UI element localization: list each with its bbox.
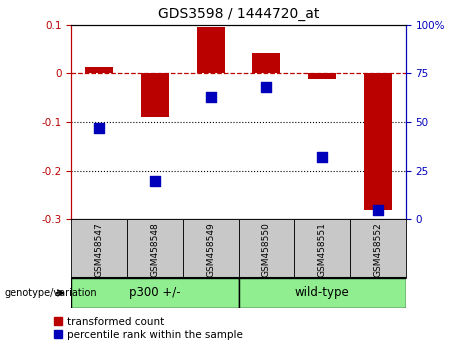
Text: GSM458549: GSM458549 (206, 222, 215, 277)
Bar (308, 73, 336, 79)
Bar (238, 219, 294, 278)
Bar (141, 73, 169, 117)
Bar (183, 219, 238, 278)
Point (263, 84, 270, 90)
Bar (294, 219, 350, 278)
Text: GSM458548: GSM458548 (150, 222, 160, 277)
Bar (127, 219, 183, 278)
Bar (71, 219, 127, 278)
Bar (253, 53, 280, 73)
Bar (85, 67, 113, 73)
Text: genotype/variation: genotype/variation (5, 288, 97, 298)
Bar (364, 73, 392, 210)
Bar (350, 219, 406, 278)
Point (151, 178, 159, 183)
Text: p300 +/-: p300 +/- (129, 286, 181, 299)
Point (374, 207, 382, 212)
Text: wild-type: wild-type (295, 286, 349, 299)
Point (95, 125, 103, 131)
Bar (71, 278, 239, 308)
Point (319, 154, 326, 160)
Text: GSM458551: GSM458551 (318, 222, 327, 277)
Bar (238, 278, 406, 308)
Text: GSM458550: GSM458550 (262, 222, 271, 277)
Bar (197, 27, 225, 73)
Point (207, 94, 214, 99)
Text: GSM458552: GSM458552 (373, 222, 382, 277)
Legend: transformed count, percentile rank within the sample: transformed count, percentile rank withi… (53, 317, 243, 340)
Title: GDS3598 / 1444720_at: GDS3598 / 1444720_at (158, 7, 319, 21)
Text: GSM458547: GSM458547 (95, 222, 104, 277)
